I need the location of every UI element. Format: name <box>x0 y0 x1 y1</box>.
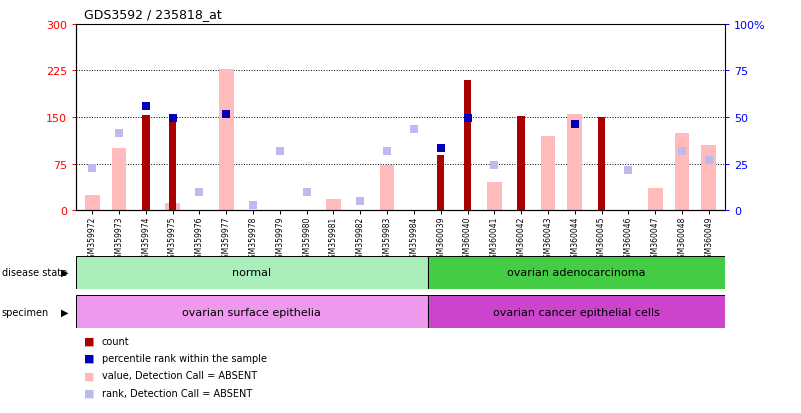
Point <box>702 158 715 164</box>
Text: ovarian adenocarcinoma: ovarian adenocarcinoma <box>507 268 646 278</box>
Text: normal: normal <box>232 268 272 278</box>
Bar <box>567 114 582 211</box>
Point <box>86 165 99 172</box>
Bar <box>598 118 606 211</box>
Bar <box>541 136 555 211</box>
Bar <box>142 116 150 211</box>
Text: percentile rank within the sample: percentile rank within the sample <box>102 353 267 363</box>
Bar <box>165 203 180 211</box>
Point <box>113 130 126 136</box>
Text: ovarian surface epithelia: ovarian surface epithelia <box>183 307 321 317</box>
Point <box>219 111 232 118</box>
Point <box>380 149 393 155</box>
Bar <box>648 189 662 211</box>
Text: count: count <box>102 336 129 346</box>
Bar <box>464 81 471 211</box>
Point <box>193 189 206 195</box>
Point <box>434 145 447 152</box>
Bar <box>111 149 127 211</box>
Text: ■: ■ <box>84 388 95 398</box>
Point <box>461 116 474 122</box>
Bar <box>169 122 176 211</box>
Bar <box>76 295 428 328</box>
Point <box>166 115 179 121</box>
Point <box>273 149 286 155</box>
Point <box>247 202 260 209</box>
Text: value, Detection Call = ABSENT: value, Detection Call = ABSENT <box>102 370 257 380</box>
Point <box>675 149 688 155</box>
Point <box>488 162 501 169</box>
Point <box>569 122 582 128</box>
Text: ▶: ▶ <box>61 307 68 317</box>
Point <box>408 127 421 133</box>
Text: disease state: disease state <box>2 268 66 278</box>
Bar <box>380 166 394 211</box>
Bar <box>219 69 234 211</box>
Bar <box>85 195 99 211</box>
Bar <box>76 256 428 289</box>
Bar <box>487 183 501 211</box>
Point <box>622 167 635 173</box>
Point <box>300 189 313 195</box>
Point <box>139 103 152 110</box>
Point <box>354 198 367 205</box>
Bar <box>437 156 445 211</box>
Bar <box>674 133 690 211</box>
Text: rank, Detection Call = ABSENT: rank, Detection Call = ABSENT <box>102 388 252 398</box>
Bar <box>326 199 341 211</box>
Text: ovarian cancer epithelial cells: ovarian cancer epithelial cells <box>493 307 660 317</box>
Text: ■: ■ <box>84 336 95 346</box>
Text: ■: ■ <box>84 353 95 363</box>
Text: specimen: specimen <box>2 307 49 317</box>
Text: GDS3592 / 235818_at: GDS3592 / 235818_at <box>84 8 222 21</box>
Bar <box>517 116 525 211</box>
Bar <box>428 256 725 289</box>
Text: ■: ■ <box>84 370 95 380</box>
Text: ▶: ▶ <box>61 268 68 278</box>
Bar <box>428 295 725 328</box>
Bar <box>702 146 716 211</box>
